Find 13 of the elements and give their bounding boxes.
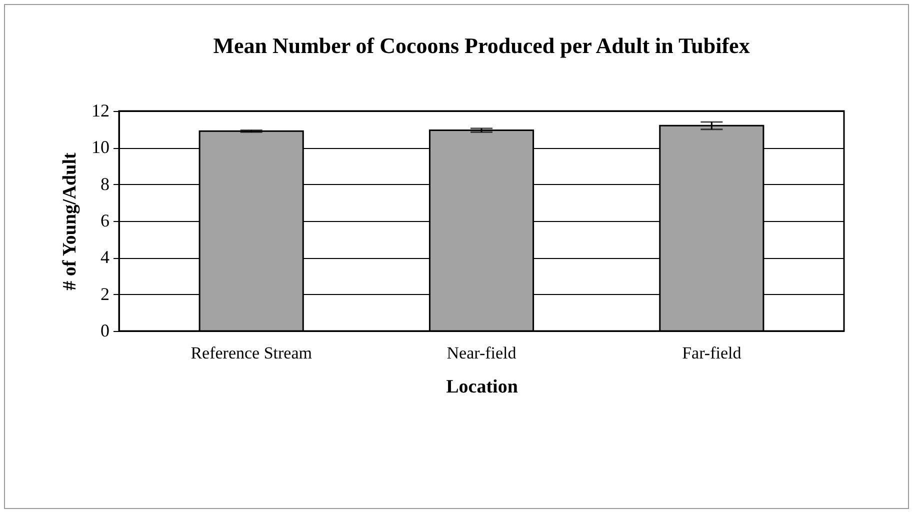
- y-tick-label: 4: [100, 247, 110, 268]
- y-tick-label: 2: [100, 284, 110, 304]
- y-tick-label: 10: [92, 137, 110, 158]
- y-axis-title: # of Young/Adult: [60, 152, 80, 290]
- x-tick-label: Reference Stream: [190, 344, 312, 362]
- y-tick-label: 12: [92, 100, 110, 120]
- x-tick-label: Far-field: [682, 344, 742, 362]
- x-axis-title: Location: [446, 376, 518, 398]
- y-tick-label: 8: [100, 174, 110, 194]
- x-tick-label: Near-field: [446, 344, 517, 362]
- y-tick-label: 0: [100, 320, 110, 340]
- chart-title: Mean Number of Cocoons Produced per Adult in Tubifex: [213, 33, 750, 58]
- y-tick-label: 6: [100, 210, 110, 230]
